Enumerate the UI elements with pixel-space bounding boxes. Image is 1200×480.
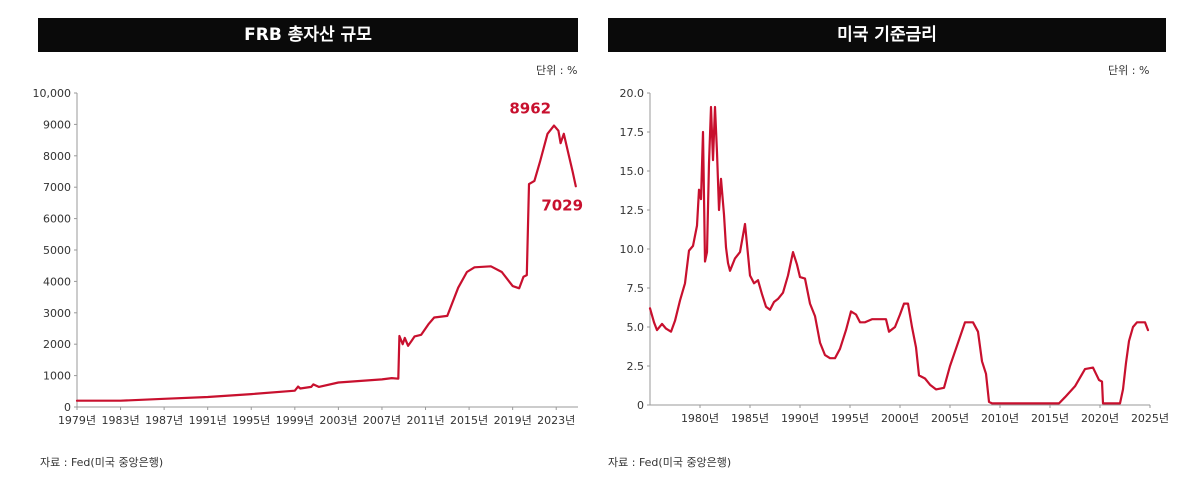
y-tick-label: 10,000 xyxy=(33,87,72,100)
x-tick-label: 1983년 xyxy=(102,414,140,427)
x-tick-label: 1980년 xyxy=(681,412,719,425)
unit-label: 단위 : % xyxy=(1108,64,1150,77)
y-tick-label: 17.5 xyxy=(620,126,645,139)
x-tick-label: 2007년 xyxy=(363,414,401,427)
y-tick-label: 1000 xyxy=(43,370,71,383)
x-tick-label: 1991년 xyxy=(189,414,227,427)
unit-label: 단위 : % xyxy=(536,64,578,77)
chart-title: 미국 기준금리 xyxy=(608,18,1166,52)
y-tick-label: 7000 xyxy=(43,181,71,194)
series-line xyxy=(648,105,1150,405)
value-annotation: 7029 xyxy=(541,196,583,214)
x-tick-label: 2015년 xyxy=(450,414,488,427)
y-tick-label: 12.5 xyxy=(620,204,645,217)
series-line xyxy=(75,124,577,402)
y-tick-label: 8000 xyxy=(43,150,71,163)
value-annotation: 8962 xyxy=(509,100,551,118)
x-tick-label: 2020년 xyxy=(1081,412,1119,425)
x-tick-label: 1985년 xyxy=(731,412,769,425)
x-tick-label: 1987년 xyxy=(145,414,183,427)
source-note: 자료 : Fed(미국 중앙은행) xyxy=(40,456,164,469)
x-tick-label: 1990년 xyxy=(781,412,819,425)
y-tick-label: 3000 xyxy=(43,307,71,320)
fed-rate-chart: 0 2.5 5.0 7.5 10.0 12.5 15.0 17.5 20.0 1980년 1985년… xyxy=(620,87,1170,425)
chart-panel-frb-assets: FRB 총자산 규모 단위 : % 0 1000 2000 3000 4000 5000 6… xyxy=(30,0,590,480)
chart-title: FRB 총자산 규모 xyxy=(38,18,578,52)
x-tick-label: 1995년 xyxy=(232,414,270,427)
y-tick-label: 0 xyxy=(64,401,71,414)
y-tick-label: 5.0 xyxy=(627,321,645,334)
y-tick-label: 4000 xyxy=(43,275,71,288)
y-tick-label: 9000 xyxy=(43,118,71,131)
x-tick-label: 2010년 xyxy=(981,412,1019,425)
frb-assets-chart: 0 1000 2000 3000 4000 5000 6000 7000 8000 9000 10,… xyxy=(33,87,584,427)
y-tick-label: 0 xyxy=(637,399,644,412)
y-tick-label: 2000 xyxy=(43,338,71,351)
x-tick-label: 2023년 xyxy=(537,414,575,427)
x-tick-label: 2025년 xyxy=(1131,412,1169,425)
y-tick-label: 7.5 xyxy=(627,282,645,295)
y-tick-label: 6000 xyxy=(43,213,71,226)
x-tick-label: 2000년 xyxy=(881,412,919,425)
y-tick-label: 10.0 xyxy=(620,243,645,256)
x-tick-label: 2005년 xyxy=(931,412,969,425)
y-tick-label: 5000 xyxy=(43,244,71,257)
chart-panel-fed-rate: 미국 기준금리 단위 : % 0 2.5 5.0 7.5 10.0 12.5 15.0 17.… xyxy=(608,0,1170,480)
y-tick-label: 15.0 xyxy=(620,165,645,178)
x-tick-label: 1999년 xyxy=(276,414,314,427)
y-tick-label: 20.0 xyxy=(620,87,645,100)
y-tick-label: 2.5 xyxy=(627,360,645,373)
x-tick-label: 2019년 xyxy=(494,414,532,427)
x-tick-label: 2003년 xyxy=(319,414,357,427)
x-tick-label: 1979년 xyxy=(58,414,96,427)
x-tick-label: 2011년 xyxy=(406,414,444,427)
x-tick-label: 1995년 xyxy=(831,412,869,425)
source-note: 자료 : Fed(미국 중앙은행) xyxy=(608,456,732,469)
x-tick-label: 2015년 xyxy=(1031,412,1069,425)
